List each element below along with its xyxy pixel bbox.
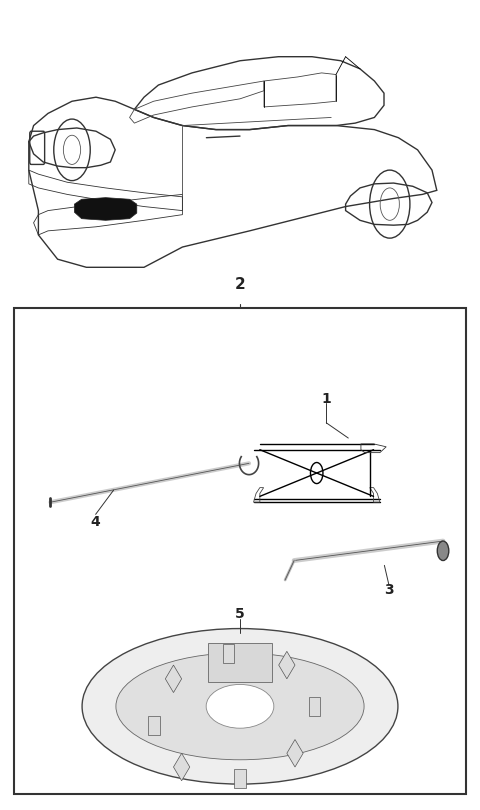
- Bar: [14, 308, 466, 794]
- Bar: [234, 769, 246, 788]
- Bar: [148, 716, 160, 735]
- Text: 4: 4: [91, 514, 100, 529]
- Polygon shape: [74, 198, 137, 220]
- FancyBboxPatch shape: [30, 131, 45, 164]
- Bar: [287, 740, 303, 767]
- Bar: [309, 697, 320, 716]
- Text: 5: 5: [235, 607, 245, 621]
- Bar: [279, 651, 295, 679]
- Ellipse shape: [116, 653, 364, 760]
- Text: 1: 1: [322, 391, 331, 406]
- Bar: [173, 753, 190, 781]
- Polygon shape: [208, 643, 272, 682]
- Circle shape: [437, 541, 449, 561]
- Bar: [223, 644, 234, 663]
- Ellipse shape: [82, 629, 398, 784]
- Ellipse shape: [206, 684, 274, 728]
- Text: 3: 3: [384, 582, 394, 597]
- Text: 2: 2: [235, 276, 245, 292]
- Bar: [165, 665, 181, 693]
